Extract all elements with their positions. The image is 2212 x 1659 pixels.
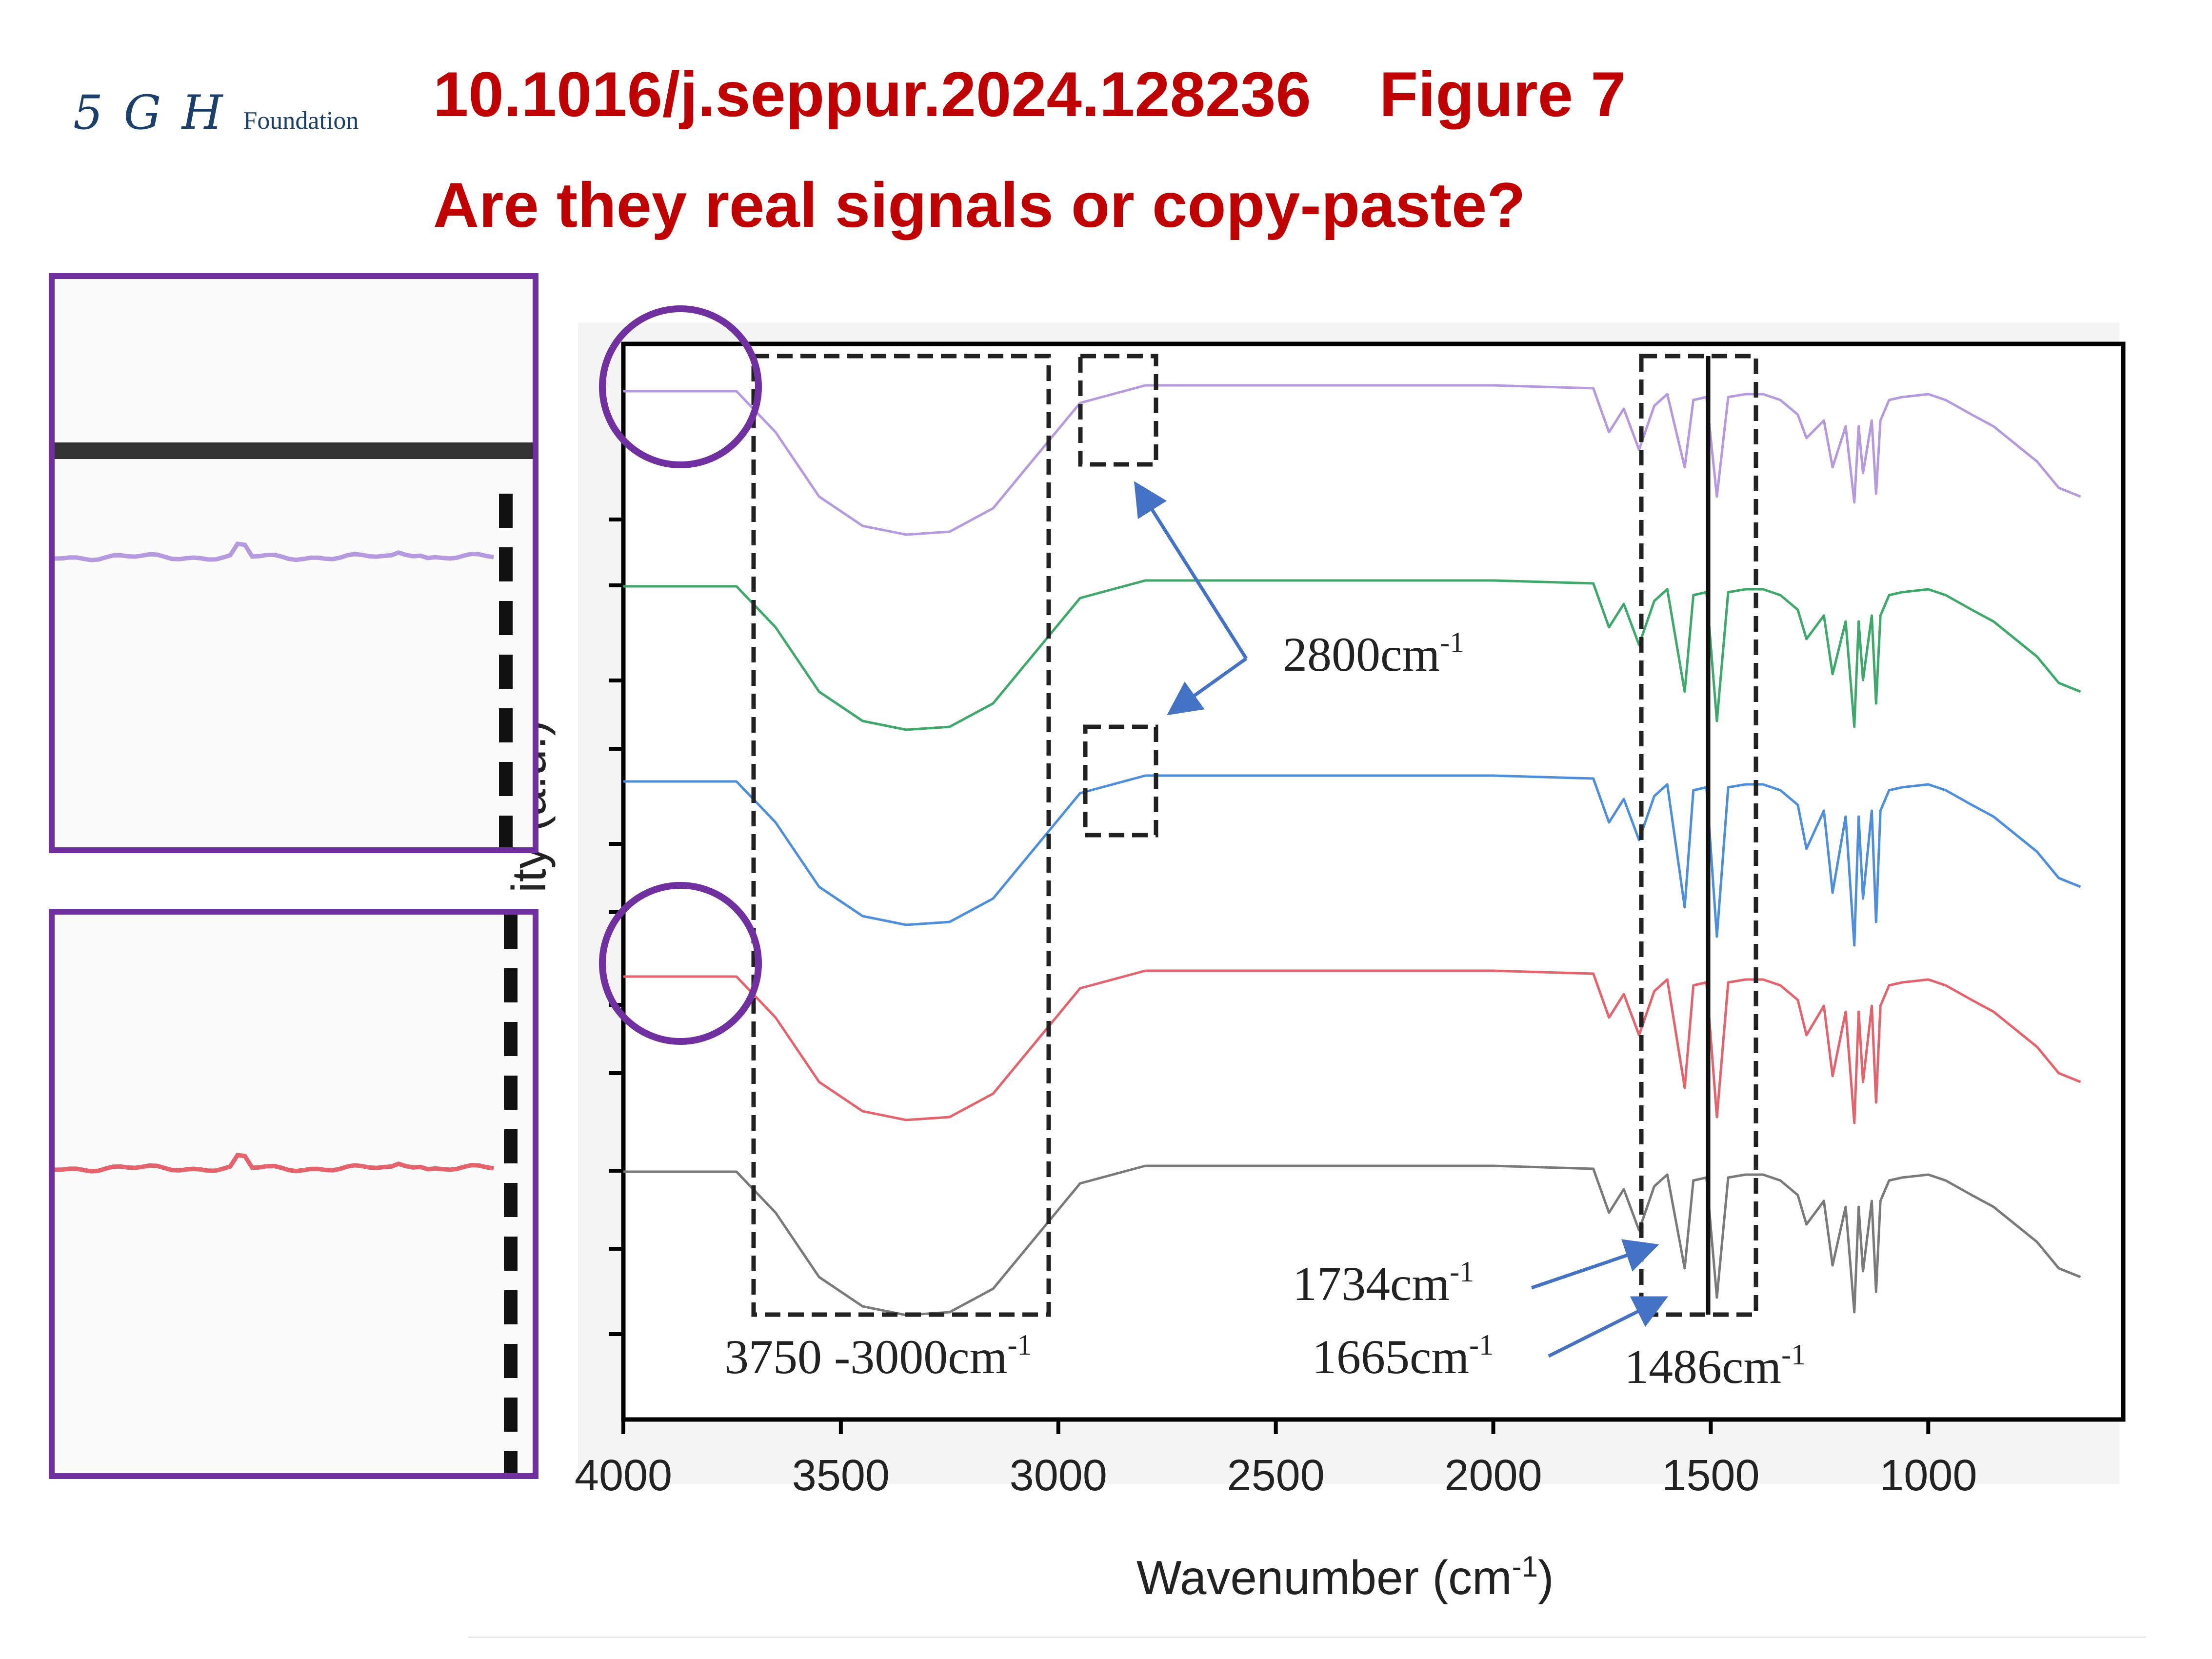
x-tick-label: 2000 bbox=[1444, 1451, 1542, 1500]
label-1734: 1734cm-1 bbox=[1293, 1256, 1474, 1311]
box-2800-top bbox=[1078, 354, 1158, 467]
zoom-red-trace bbox=[55, 1153, 494, 1174]
x-tick-label: 1000 bbox=[1879, 1451, 1977, 1500]
zoom-inset-purple bbox=[49, 273, 538, 853]
highlight-circle-red bbox=[599, 882, 762, 1045]
zoom-purple-bg bbox=[55, 279, 533, 847]
spectra-series bbox=[623, 384, 2081, 1317]
x-tick-label: 4000 bbox=[575, 1451, 672, 1500]
figure-label: Figure 7 bbox=[1379, 59, 1626, 130]
label-1486: 1486cm-1 bbox=[1624, 1339, 1806, 1394]
box-2800-middle bbox=[1083, 724, 1158, 838]
label-2800: 2800cm-1 bbox=[1283, 626, 1464, 681]
series-line-4 bbox=[623, 969, 2081, 1124]
x-tick-label: 3000 bbox=[1010, 1451, 1107, 1500]
arrow-2800-middle bbox=[1167, 657, 1248, 716]
label-oh-band: 3750 -3000cm-1 bbox=[724, 1329, 1032, 1384]
label-1665: 1665cm-1 bbox=[1312, 1329, 1494, 1384]
arrow-2800-top bbox=[1134, 481, 1248, 660]
zoom-red-bg bbox=[55, 915, 533, 1473]
highlight-circle-purple bbox=[599, 305, 762, 468]
zoom-purple-frame-edge bbox=[55, 442, 533, 459]
question-title: Are they real signals or copy-paste? bbox=[433, 169, 1526, 240]
doi-text: 10.1016/j.seppur.2024.128236 bbox=[433, 59, 1311, 130]
arrow-1734 bbox=[1531, 1239, 1659, 1290]
zoom-purple-svg bbox=[55, 279, 533, 847]
logo-word: Foundation bbox=[243, 107, 359, 135]
x-axis-title: Wavenumber (cm-1) bbox=[1136, 1550, 1554, 1604]
series-line-3 bbox=[623, 774, 2081, 947]
series-line-1 bbox=[623, 384, 2081, 536]
logo-mark: 5 G H bbox=[73, 85, 226, 140]
series-line-2 bbox=[623, 579, 2081, 731]
carbonyl-band-box bbox=[1639, 354, 1758, 1317]
doi-title: 10.1016/j.seppur.2024.128236 Figure 7 bbox=[433, 58, 1626, 131]
x-tick-label: 3500 bbox=[792, 1451, 890, 1500]
zoom-red-svg bbox=[55, 915, 533, 1473]
zoom-purple-trace bbox=[55, 541, 494, 562]
x-tick-label: 1500 bbox=[1662, 1451, 1759, 1500]
x-tick-label: 2500 bbox=[1227, 1451, 1325, 1500]
series-line-5 bbox=[623, 1164, 2081, 1317]
x-ticks: 4000 3500 3000 2500 2000 1500 1000 bbox=[575, 1419, 1977, 1500]
zoom-inset-red bbox=[49, 909, 538, 1479]
arrow-1665 bbox=[1548, 1296, 1669, 1358]
bottom-rule bbox=[468, 1637, 2146, 1638]
foundation-logo: 5 G H Foundation bbox=[73, 85, 359, 140]
oh-band-box bbox=[751, 354, 1051, 1317]
